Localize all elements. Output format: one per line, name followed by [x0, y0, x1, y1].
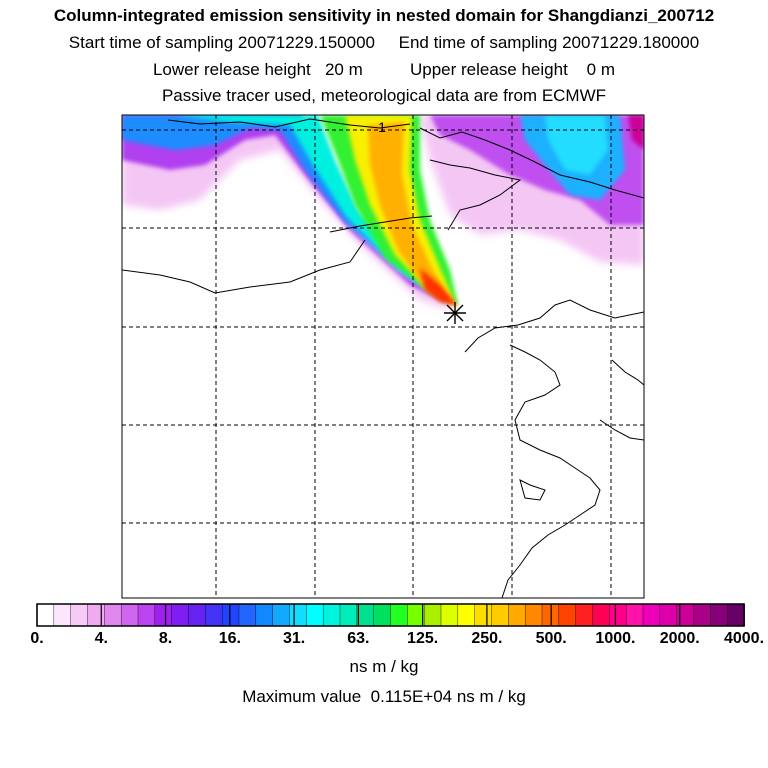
colorbar-cell	[36, 603, 55, 627]
maximum-value: Maximum value 0.115E+04 ns m / kg	[242, 687, 526, 706]
colorbar-cell	[575, 603, 594, 627]
colorbar-cell	[70, 603, 89, 627]
colorbar-tick-label: 0.	[30, 630, 44, 647]
colorbar-tick-label: 250.	[471, 630, 503, 647]
colorbar-cell	[356, 603, 375, 627]
colorbar-tick-label: 16.	[218, 630, 241, 647]
colorbar-tick-label: 31.	[282, 630, 306, 647]
colorbar-cell	[154, 603, 173, 627]
field-violet-west	[122, 115, 450, 305]
colorbar-cell	[137, 603, 156, 627]
colorbar-cell	[238, 603, 257, 627]
colorbar-tick-label: 4.	[94, 630, 108, 647]
field-blue	[122, 115, 452, 306]
colorbar-cell	[188, 603, 207, 627]
colorbar-cells	[36, 603, 745, 627]
colorbar-cell	[423, 603, 442, 627]
map-frame	[121, 114, 645, 599]
colorbar	[36, 603, 745, 627]
colorbar-cell	[289, 603, 308, 627]
field-red	[420, 268, 458, 306]
colorbar-cell	[592, 603, 611, 627]
island-outline	[519, 479, 546, 501]
colorbar-tick-label: 63.	[347, 630, 370, 647]
colorbar-cell	[558, 603, 577, 627]
colorbar-cell	[306, 603, 324, 627]
border-line-north	[167, 118, 411, 129]
colorbar-cell	[339, 603, 358, 627]
colorbar-cell	[104, 603, 122, 627]
colorbar-cell	[726, 603, 745, 627]
colorbar-cell	[625, 603, 644, 627]
colorbar-cell	[87, 603, 106, 627]
field-magenta-east	[628, 115, 644, 150]
colorbar-cell	[693, 603, 712, 627]
field-orange	[368, 122, 455, 306]
colorbar-cell	[221, 603, 240, 627]
border-line-east	[429, 159, 522, 231]
colorbar-cell	[322, 603, 341, 627]
colorbar-cell	[53, 603, 72, 627]
border-line-west	[122, 239, 366, 294]
colorbar-cell	[440, 603, 459, 627]
colorbar-tick-label: 8.	[158, 630, 173, 647]
colorbar-cell	[373, 603, 392, 627]
colorbar-cell	[710, 603, 728, 627]
colorbar-cell	[120, 603, 139, 627]
map-panel: 1	[121, 114, 645, 599]
geographic-boundaries	[122, 118, 644, 598]
station-marker-icon	[444, 302, 466, 324]
colorbar-cell	[508, 603, 526, 627]
grid-lines	[122, 115, 644, 598]
colorbar-cell	[659, 603, 678, 627]
colorbar-tick-label: 2000.	[659, 630, 700, 647]
colorbar-tick-label: 1000.	[595, 630, 636, 647]
colorbar-tick-label: 4000.	[723, 630, 765, 647]
colorbar-cell	[171, 603, 190, 627]
colorbar-tick-label: 500.	[535, 630, 567, 647]
colorbar-cell	[491, 603, 510, 627]
colorbar-tick-label: 125.	[407, 630, 439, 647]
colorbar-units: ns m / kg	[349, 657, 419, 676]
coastline	[464, 299, 644, 598]
colorbar-cell	[609, 603, 627, 627]
release-heights: Lower release height 20 m Upper release …	[152, 60, 616, 79]
colorbar-cell	[524, 603, 543, 627]
tracer-info: Passive tracer used, meteorological data…	[161, 86, 607, 105]
colorbar-frame	[36, 603, 745, 627]
border-line-northeast	[419, 127, 644, 199]
colorbar-cell	[390, 603, 409, 627]
colorbar-cell	[272, 603, 291, 627]
sampling-times: Start time of sampling 20071229.150000 E…	[68, 33, 700, 52]
colorbar-cell	[205, 603, 223, 627]
colorbar-cell	[255, 603, 274, 627]
colorbar-cell	[642, 603, 661, 627]
border-line-middle	[329, 215, 433, 233]
plot-title: Column-integrated emission sensitivity i…	[53, 6, 715, 25]
contour-label: 1	[378, 119, 386, 135]
colorbar-cell	[457, 603, 476, 627]
colorbar-cell	[474, 603, 493, 627]
